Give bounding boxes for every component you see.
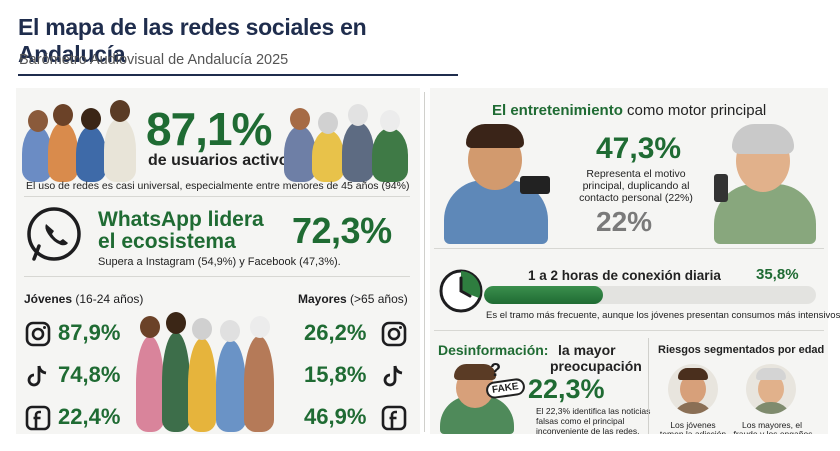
personal-contact-percent: 22% [596, 206, 653, 237]
entertainment-desc-line1: Representa el motivo [586, 168, 686, 180]
old-instagram-value: 26,2% [304, 320, 367, 345]
page-title: El mapa de las redes sociales en Andaluc… [18, 14, 458, 76]
misinfo-desc-line3: inconveniente de las redes. [536, 426, 640, 436]
old-header: Mayores (>65 años) [298, 292, 408, 306]
old-range: (>65 años) [350, 292, 408, 306]
young-risk-line2: temen la adicción [659, 429, 727, 434]
older-woman-phone-illustration [710, 124, 820, 244]
users-percent: 87,1% [146, 103, 272, 155]
young-instagram-value: 87,9% [58, 320, 121, 345]
young-label: Jóvenes [24, 292, 73, 306]
young-header: Jóvenes (16-24 años) [24, 292, 143, 306]
entertainment-title: El entretenimiento como motor principal [492, 102, 766, 119]
worried-man-illustration: ? [434, 360, 524, 434]
young-facebook-value: 22,4% [58, 404, 121, 429]
whatsapp-icon [24, 204, 84, 264]
whatsapp-title-line2: el ecosistema [98, 230, 236, 253]
instagram-icon [380, 320, 408, 348]
divider [434, 330, 824, 331]
right-infographic-panel: El entretenimiento como motor principal … [430, 88, 840, 436]
young-tiktok-value: 74,8% [58, 362, 121, 387]
whatsapp-percent: 72,3% [292, 210, 392, 251]
old-label: Mayores [298, 292, 347, 306]
generations-illustration [136, 306, 296, 432]
connection-percent: 35,8% [756, 266, 799, 283]
tiktok-icon [24, 362, 52, 390]
entertainment-desc-line3: contacto personal (22%) [579, 192, 693, 204]
page-subtitle: Barómetro Audiovisual de Andalucía 2025 [19, 52, 289, 68]
young-man-phone-illustration [436, 124, 560, 244]
entertainment-percent: 47,3% [596, 132, 682, 165]
users-label: de usuarios activos [148, 152, 298, 169]
tiktok-icon [380, 362, 408, 390]
connection-progress-fill [484, 286, 603, 304]
young-risk-line1: Los jóvenes [670, 420, 716, 430]
old-face-avatar [746, 364, 796, 414]
divider [434, 248, 824, 249]
young-face-avatar [668, 364, 718, 414]
old-risk-line1: Los mayores, el [742, 420, 802, 430]
facebook-icon [380, 404, 408, 432]
whatsapp-note: Supera a Instagram (54,9%) y Facebook (4… [98, 256, 341, 268]
old-facebook-value: 46,9% [304, 404, 367, 429]
misinfo-title-strong: Desinformación: [438, 342, 549, 358]
misinfo-desc-line1: El 22,3% identifica las noticias [536, 406, 651, 416]
whatsapp-title-line1: WhatsApp lidera [98, 208, 264, 231]
risk-divider [648, 338, 649, 434]
young-range: (16-24 años) [75, 292, 144, 306]
old-tiktok-value: 15,8% [304, 362, 367, 387]
older-people-illustration [284, 96, 414, 182]
entertainment-desc-line2: principal, duplicando al [582, 180, 690, 192]
entertainment-title-strong: El entretenimiento [492, 102, 623, 119]
panel-divider [424, 92, 425, 432]
young-people-illustration [22, 96, 140, 182]
entertainment-title-rest: como motor principal [627, 102, 767, 119]
users-note: El uso de redes es casi universal, espec… [26, 180, 410, 192]
divider [24, 276, 410, 277]
connection-progress-track [484, 286, 816, 304]
misinfo-desc-line2: falsas como el principal [536, 416, 625, 426]
misinfo-title-rest2: preocupación [550, 358, 642, 374]
left-infographic-panel: 87,1% de usuarios activos El uso de rede… [16, 88, 420, 434]
clock-icon [438, 268, 484, 314]
connection-note: Es el tramo más frecuente, aunque los jó… [486, 310, 840, 321]
facebook-icon [24, 404, 52, 432]
misinfo-percent: 22,3% [528, 374, 605, 404]
connection-title: 1 a 2 horas de conexión diaria [528, 268, 721, 283]
instagram-icon [24, 320, 52, 348]
misinfo-title-rest1: la mayor [558, 342, 616, 358]
risks-title: Riesgos segmentados por edad [658, 344, 825, 356]
old-risk-line2: fraude y los engaños [733, 429, 813, 434]
divider [24, 196, 410, 197]
